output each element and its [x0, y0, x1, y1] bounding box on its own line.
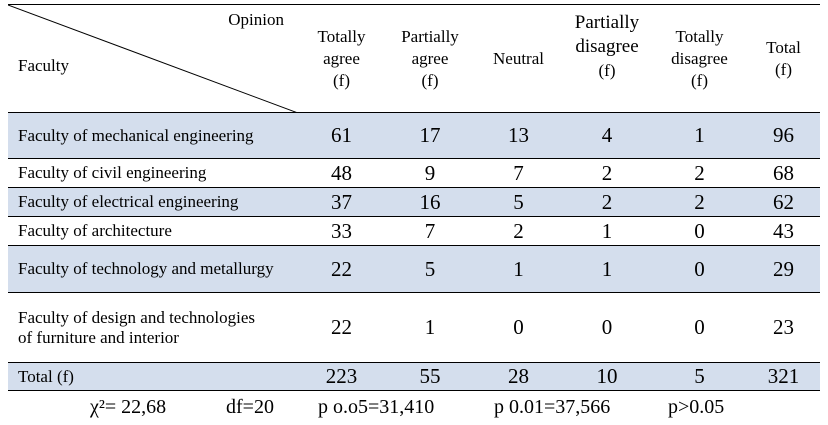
faculty-name: Faculty of design and technologies of fu… — [8, 292, 298, 363]
value-cell: 0 — [652, 245, 747, 293]
value-cell: 1 — [475, 245, 562, 293]
value-cell: 22 — [298, 245, 385, 293]
value-cell: 2 — [475, 216, 562, 246]
col-header-total: Total (f) — [766, 37, 801, 79]
value-cell: 23 — [747, 292, 820, 363]
value-cell: 29 — [747, 245, 820, 293]
header-row: Opinion Faculty Totally agree (f) Partiall… — [8, 4, 820, 113]
value-cell: 43 — [747, 216, 820, 246]
value-cell: 7 — [475, 158, 562, 188]
value-cell: 5 — [385, 245, 475, 293]
total-cell: 28 — [475, 362, 562, 391]
value-cell: 68 — [747, 158, 820, 188]
faculty-name: Faculty of architecture — [8, 216, 298, 246]
value-cell: 4 — [562, 112, 652, 159]
value-cell: 5 — [475, 187, 562, 217]
total-cell: 223 — [298, 362, 385, 391]
table-row: Faculty of electrical engineering 37 16 … — [8, 187, 820, 217]
value-cell: 17 — [385, 112, 475, 159]
value-cell: 1 — [562, 245, 652, 293]
p-value: p>0.05 — [668, 396, 725, 418]
opinion-label: Opinion — [228, 10, 284, 29]
value-cell: 48 — [298, 158, 385, 188]
col-header-neutral: Neutral — [493, 48, 544, 68]
col-header-partially-agree: Partially agree (f) — [401, 26, 459, 90]
p-005-critical: p o.o5=31,410 — [318, 396, 435, 418]
value-cell: 96 — [747, 112, 820, 159]
value-cell: 0 — [475, 292, 562, 363]
value-cell: 0 — [562, 292, 652, 363]
value-cell: 1 — [385, 292, 475, 363]
table-row: Faculty of technology and metallurgy 22 … — [8, 245, 820, 293]
value-cell: 9 — [385, 158, 475, 188]
value-cell: 37 — [298, 187, 385, 217]
value-cell: 16 — [385, 187, 475, 217]
col-header-partially-disagree: Partially disagree (f) — [574, 12, 640, 80]
value-cell: 22 — [298, 292, 385, 363]
table-row: Faculty of civil engineering 48 9 7 2 2 … — [8, 158, 820, 188]
value-cell: 1 — [652, 112, 747, 159]
total-cell: 55 — [385, 362, 475, 391]
total-cell: 5 — [652, 362, 747, 391]
value-cell: 7 — [385, 216, 475, 246]
faculty-name: Faculty of mechanical engineering — [8, 112, 298, 159]
chi-square-value: χ²= 22,68 — [90, 396, 167, 418]
faculty-name: Faculty of civil engineering — [8, 158, 298, 188]
value-cell: 1 — [562, 216, 652, 246]
value-cell: 2 — [652, 158, 747, 188]
total-label: Total (f) — [8, 362, 298, 391]
table-row: Faculty of design and technologies of fu… — [8, 292, 820, 363]
degrees-of-freedom: df=20 — [226, 396, 274, 418]
value-cell: 62 — [747, 187, 820, 217]
value-cell: 2 — [652, 187, 747, 217]
total-cell: 10 — [562, 362, 652, 391]
diagonal-divider — [8, 5, 298, 113]
opinion-frequency-table: Opinion Faculty Totally agree (f) Partiall… — [8, 4, 820, 391]
value-cell: 33 — [298, 216, 385, 246]
value-cell: 2 — [562, 158, 652, 188]
faculty-name: Faculty of electrical engineering — [8, 187, 298, 217]
col-header-totally-agree: Totally agree (f) — [317, 26, 366, 90]
value-cell: 0 — [652, 216, 747, 246]
col-header-totally-disagree: Totally disagree (f) — [671, 26, 728, 90]
corner-header-cell: Opinion Faculty — [8, 5, 298, 113]
faculty-name: Faculty of technology and metallurgy — [8, 245, 298, 293]
p-001-critical: p 0.01=37,566 — [494, 396, 611, 418]
faculty-label: Faculty — [18, 56, 69, 75]
table-row: Faculty of architecture 33 7 2 1 0 43 — [8, 216, 820, 246]
table-row: Faculty of mechanical engineering 61 17 … — [8, 112, 820, 159]
value-cell: 61 — [298, 112, 385, 159]
value-cell: 2 — [562, 187, 652, 217]
total-row: Total (f) 223 55 28 10 5 321 — [8, 362, 820, 391]
value-cell: 13 — [475, 112, 562, 159]
total-cell: 321 — [747, 362, 820, 391]
value-cell: 0 — [652, 292, 747, 363]
